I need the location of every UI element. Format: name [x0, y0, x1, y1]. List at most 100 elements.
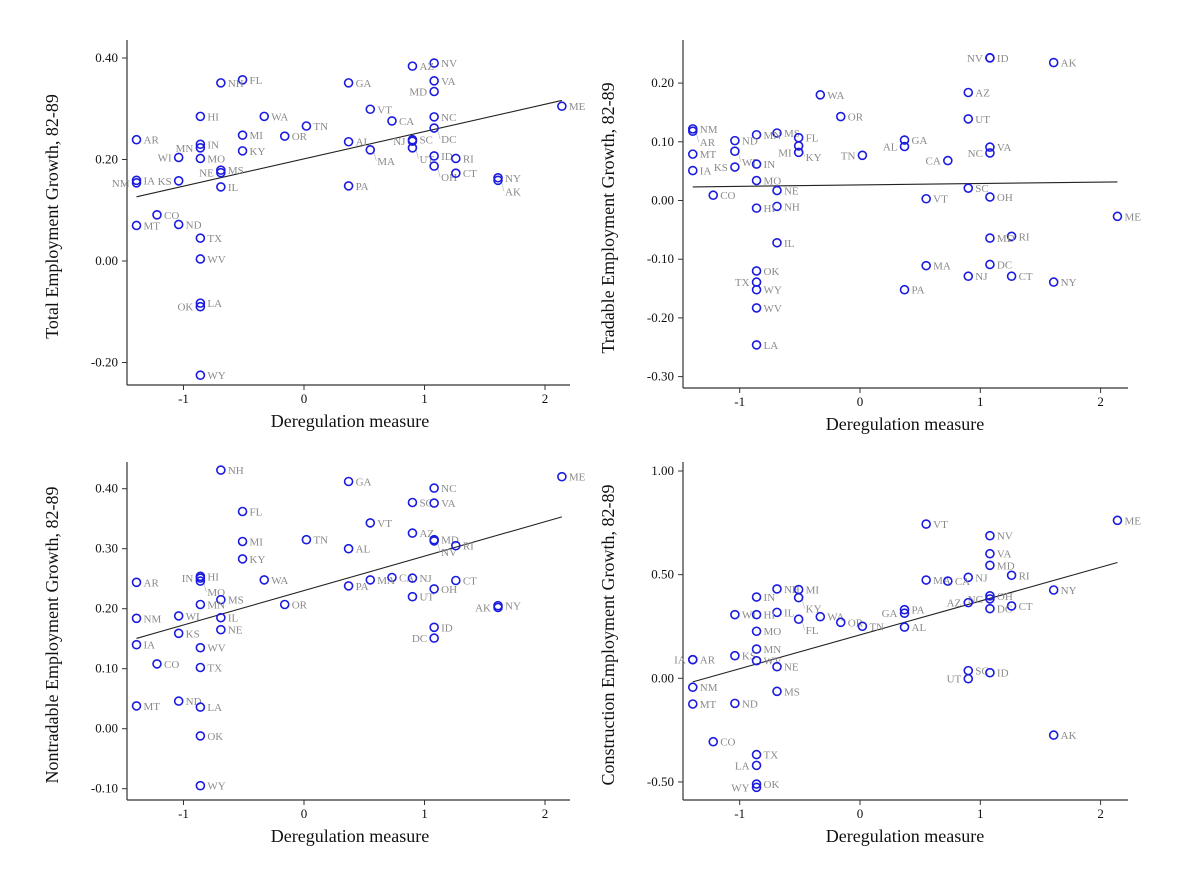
- data-point-label: NM: [700, 682, 718, 694]
- data-point: [751, 266, 762, 276]
- data-point-label: NC: [441, 483, 456, 495]
- data-point-label: HI: [764, 610, 776, 622]
- data-point-label: CO: [720, 190, 735, 202]
- data-point-label: HI: [764, 203, 776, 215]
- data-point-label: AR: [144, 135, 160, 147]
- data-point: [751, 175, 762, 186]
- y-tick-label: 0.00: [651, 670, 674, 685]
- data-point: [216, 624, 226, 635]
- data-point-label: IL: [784, 238, 795, 250]
- data-point: [429, 498, 439, 508]
- data-point-label: TN: [869, 621, 884, 633]
- data-point: [429, 58, 439, 68]
- data-point: [429, 86, 439, 97]
- y-axis-label: Construction Employment Growth, 82-89: [598, 485, 618, 786]
- data-point-label: ND: [186, 219, 202, 231]
- data-point-label: GA: [912, 135, 928, 147]
- data-point: [365, 145, 376, 155]
- y-tick-label: 0.40: [95, 50, 118, 65]
- data-point-label: IL: [228, 613, 239, 625]
- data-point: [387, 116, 397, 126]
- data-point: [751, 655, 762, 666]
- data-point: [835, 111, 846, 122]
- regression-line: [136, 516, 563, 639]
- data-point-label: IN: [764, 159, 776, 171]
- data-point-label: OK: [764, 266, 780, 278]
- data-point: [407, 61, 418, 71]
- data-point-label: OH: [441, 172, 457, 184]
- data-point: [195, 599, 206, 610]
- data-point-label: AK: [475, 603, 491, 615]
- data-point-label: TX: [764, 750, 779, 762]
- data-point: [985, 590, 995, 601]
- data-point: [1112, 515, 1123, 526]
- x-tick-label: 2: [1097, 394, 1104, 409]
- data-point-label: NJ: [419, 573, 432, 585]
- data-point: [857, 150, 868, 161]
- x-tick-label: 1: [977, 394, 984, 409]
- data-point: [751, 644, 762, 654]
- data-point: [985, 667, 995, 678]
- data-point-label: CA: [399, 116, 414, 128]
- data-point: [216, 612, 226, 623]
- data-point-label: WA: [827, 90, 844, 102]
- data-point-label: NV: [967, 53, 983, 65]
- data-point-label: WV: [207, 643, 225, 655]
- data-point: [237, 146, 248, 156]
- x-axis-label: Deregulation measure: [826, 414, 984, 434]
- data-point-label: RI: [463, 541, 474, 553]
- data-point: [195, 111, 206, 122]
- data-point: [407, 136, 418, 147]
- data-point-label: PA: [356, 581, 369, 593]
- data-point-label: OR: [292, 131, 308, 143]
- data-point: [963, 271, 974, 282]
- data-point: [687, 654, 698, 665]
- data-point: [493, 602, 503, 613]
- data-point: [131, 701, 142, 711]
- data-point: [173, 176, 184, 186]
- y-axis-label: Tradable Employment Growth, 82-89: [598, 82, 618, 353]
- data-point: [921, 575, 931, 585]
- data-point-label: MA: [377, 156, 395, 168]
- data-point-label: LA: [735, 760, 750, 772]
- data-point-label: TN: [841, 150, 856, 162]
- data-point-label: OK: [207, 731, 223, 743]
- data-point: [772, 128, 782, 138]
- data-point-label: PA: [912, 605, 925, 617]
- data-point: [173, 696, 184, 706]
- data-point-label: GA: [356, 477, 372, 489]
- data-point-label: SC: [419, 135, 432, 147]
- data-point-label: CT: [463, 168, 477, 180]
- x-tick-label: 0: [301, 391, 308, 406]
- x-tick-label: -1: [178, 391, 189, 406]
- data-point-label: KY: [250, 146, 266, 158]
- data-point: [1006, 271, 1017, 282]
- data-point: [407, 143, 418, 153]
- data-point: [237, 506, 248, 517]
- x-tick-label: 2: [542, 806, 549, 821]
- data-point-label: KY: [806, 152, 822, 164]
- regression-line: [692, 561, 1118, 683]
- data-point: [772, 607, 782, 618]
- x-tick-label: 0: [857, 806, 864, 821]
- data-point: [751, 277, 762, 287]
- x-tick-label: 1: [977, 806, 984, 821]
- data-point: [195, 370, 206, 380]
- data-point-label: AR: [700, 655, 716, 667]
- data-point: [301, 121, 312, 131]
- data-point-label: ME: [569, 472, 586, 484]
- data-point-label: WA: [827, 612, 844, 624]
- y-tick-label: 0.40: [95, 481, 118, 496]
- data-point: [429, 151, 439, 161]
- data-point: [195, 780, 206, 791]
- data-point: [429, 112, 439, 122]
- data-point-label: AL: [356, 544, 371, 556]
- x-tick-label: 2: [542, 391, 549, 406]
- data-point: [195, 298, 206, 308]
- data-point-label: OK: [764, 779, 780, 791]
- data-point-label: WY: [764, 285, 782, 297]
- data-point: [815, 611, 826, 622]
- y-tick-label: -0.20: [647, 310, 674, 325]
- data-point: [343, 136, 354, 147]
- data-point: [131, 178, 142, 188]
